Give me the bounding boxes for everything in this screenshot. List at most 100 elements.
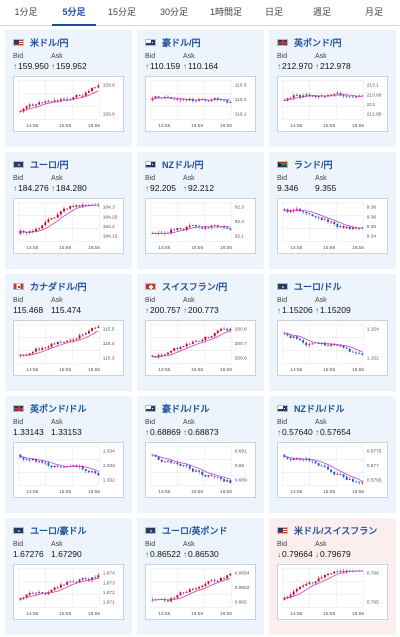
bid-price: ↓0.79664	[277, 549, 313, 559]
rate-card[interactable]: 英ポンド/円 Bid Ask ↑212.970 ↑212.978 213.1 213.00 2…	[269, 30, 396, 147]
candlestick-chart[interactable]: 184.3 184.25 184.2 184.15 14:55 15:55 16:55	[13, 198, 124, 254]
candlestick-chart[interactable]: 1.154 1.152 14:55 15:55 16:55	[277, 320, 388, 376]
rate-card[interactable]: 英ポンド/ドル Bid Ask 1.33143 1.33153 1.334 1.333 1.3…	[5, 396, 132, 513]
currency-pair-name[interactable]: スイスフラン/円	[162, 281, 228, 292]
currency-pair-name[interactable]: ユーロ/ドル	[294, 281, 342, 292]
rate-card[interactable]: ユーロ/英ポンド Bid Ask ↑0.86522 ↑0.86530 0.8654 0.86…	[137, 518, 264, 635]
candlestick-chart[interactable]: 159.8 159.6 14:55 15:55 16:55	[13, 76, 124, 132]
currency-pair-name[interactable]: カナダドル/円	[30, 281, 87, 292]
candle-body	[56, 341, 59, 345]
rate-card[interactable]: NZドル/円 Bid Ask ↑92.205 ↑92.212 92.3 92.2 92.1 14…	[137, 152, 264, 269]
rate-card[interactable]: スイスフラン/円 Bid Ask ↑200.757 ↑200.773 200.8 200.7…	[137, 274, 264, 391]
candlestick-chart[interactable]: 9.38 9.36 9.35 9.34 14:55 15:55 16:55	[277, 198, 388, 254]
candle-body	[314, 215, 317, 217]
candle-body	[207, 100, 210, 102]
currency-pair-title[interactable]: 豪ドル/ドル	[145, 401, 210, 415]
currency-pair-title[interactable]: NZドル/円	[145, 157, 204, 171]
candle-body	[352, 479, 354, 482]
candle-body	[31, 104, 34, 106]
candle-body	[53, 343, 56, 345]
currency-pair-name[interactable]: NZドル/円	[162, 159, 204, 170]
rate-card[interactable]: ランド/円 Bid Ask 9.346 9.355 9.38 9.36 9.35 9.34 14:…	[269, 152, 396, 269]
candlestick-chart[interactable]: 1.674 1.673 1.672 1.671 14:55 15:55 16:55	[13, 564, 124, 620]
rate-card[interactable]: 米ドル/円 Bid Ask ↑159.950 ↑159.952 159.8 159.6 14:…	[5, 30, 132, 147]
candlestick-chart[interactable]: 0.691 0.69 0.689 14:55 15:55 16:55	[145, 442, 256, 498]
candle-body	[220, 477, 222, 480]
candle-body	[283, 100, 286, 101]
tab-1[interactable]: 5分足	[52, 0, 96, 26]
currency-pair-title[interactable]: ユーロ/英ポンド	[145, 523, 228, 537]
currency-pair-title[interactable]: ユーロ/ドル	[277, 279, 342, 293]
y-tick-label: 0.865	[235, 600, 247, 606]
currency-pair-name[interactable]: 米ドル/スイスフラン	[294, 525, 378, 536]
candle-body	[195, 340, 197, 342]
candle-body	[63, 98, 65, 100]
rate-card[interactable]: ユーロ/豪ドル Bid Ask 1.67276 1.67290 1.674 1.673 1.6…	[5, 518, 132, 635]
candlestick-chart[interactable]: 0.5775 0.577 0.5765 14:55 15:55 16:55	[277, 442, 388, 498]
candlestick-chart[interactable]: 115.5 115.4 115.3 14:55 15:55 16:55	[13, 320, 124, 376]
tab-0[interactable]: 1分足	[14, 7, 38, 17]
candlestick-chart[interactable]: 0.8654 0.8652 0.865 14:55 15:55 16:55	[145, 564, 256, 620]
tab-6[interactable]: 週足	[312, 7, 331, 17]
rate-card[interactable]: 豪ドル/ドル Bid Ask ↑0.68869 ↑0.68873 0.691 0.69 0.6…	[137, 396, 264, 513]
tab-4[interactable]: 1時間足	[209, 7, 242, 17]
ask-trend-arrow-icon: ↑	[183, 550, 187, 559]
rate-card[interactable]: ユーロ/ドル Bid Ask ↑1.15206 ↑1.15209 1.154 1.152 14…	[269, 274, 396, 391]
rate-card[interactable]: 米ドル/スイスフラン Bid Ask ↓0.79664 ↓0.79679 0.796 0.7…	[269, 518, 396, 635]
candlestick-chart[interactable]: 0.796 0.795 14:55 15:55 16:55	[277, 564, 388, 620]
currency-pair-title[interactable]: 米ドル/スイスフラン	[277, 523, 377, 537]
currency-pair-name[interactable]: 豪ドル/円	[162, 37, 201, 48]
au-flag-icon	[145, 38, 156, 46]
currency-pair-title[interactable]: ランド/円	[277, 157, 333, 171]
x-tick-label: 16:55	[352, 367, 364, 373]
currency-pair-name[interactable]: 英ポンド/ドル	[30, 403, 87, 414]
currency-pair-title[interactable]: ユーロ/円	[13, 157, 69, 171]
candle-body	[97, 575, 100, 578]
candle-body	[299, 94, 301, 98]
currency-pair-name[interactable]: 豪ドル/ドル	[162, 403, 210, 414]
candlestick-chart[interactable]: 1.334 1.333 1.332 14:55 15:55 16:55	[13, 442, 124, 498]
currency-pair-name[interactable]: NZドル/ドル	[294, 403, 345, 414]
rate-card[interactable]: ユーロ/円 Bid Ask ↑184.276 ↑184.280 184.3 184.25 18…	[5, 152, 132, 269]
currency-pair-title[interactable]: カナダドル/円	[13, 279, 87, 293]
candle-body	[191, 589, 194, 590]
currency-pair-name[interactable]: ユーロ/豪ドル	[30, 525, 87, 536]
currency-pair-title[interactable]: 英ポンド/円	[277, 35, 342, 49]
candlestick-chart[interactable]: 213.1 213.00 213 212.95 14:55 15:55 16:55	[277, 76, 388, 132]
currency-pair-name[interactable]: ランド/円	[294, 159, 333, 170]
currency-pair-title[interactable]: 米ドル/円	[13, 35, 69, 49]
tab-7[interactable]: 月足	[364, 7, 383, 17]
currency-pair-name[interactable]: 英ポンド/円	[294, 37, 342, 48]
candlestick-chart[interactable]: 200.8 200.7 200.6 14:55 15:55 16:55	[145, 320, 256, 376]
x-tick-label: 15:55	[59, 367, 71, 373]
x-tick-label: 15:55	[59, 123, 71, 129]
x-tick-label: 16:55	[352, 123, 364, 129]
x-tick-label: 15:55	[59, 611, 71, 617]
tab-2[interactable]: 15分足	[107, 7, 136, 17]
ask-price: ↑159.952	[51, 61, 87, 71]
candle-body	[151, 98, 154, 101]
currency-pair-name[interactable]: 米ドル/円	[30, 37, 69, 48]
candlestick-chart[interactable]: 110.3 110.2 110.1 14:55 15:55 16:55	[145, 76, 256, 132]
candle-body	[348, 348, 351, 352]
currency-pair-title[interactable]: 豪ドル/円	[145, 35, 201, 49]
rate-card[interactable]: カナダドル/円 Bid Ask 115.468 115.474 115.5 115.4 115…	[5, 274, 132, 391]
currency-pair-name[interactable]: ユーロ/英ポンド	[162, 525, 228, 536]
candle-body	[317, 216, 320, 218]
rate-card[interactable]: NZドル/ドル Bid Ask ↑0.57640 ↑0.57654 0.5775 0.577…	[269, 396, 396, 513]
rate-card[interactable]: 豪ドル/円 Bid Ask ↑110.159 ↑110.164 110.3 110.2 110…	[137, 30, 264, 147]
ask-trend-arrow-icon: ↑	[183, 428, 187, 437]
candlestick-chart[interactable]: 92.3 92.2 92.1 14:55 15:55 16:55	[145, 198, 256, 254]
tab-3[interactable]: 30分足	[159, 7, 188, 17]
candle-body	[94, 577, 97, 579]
candle-body	[339, 93, 342, 96]
candle-body	[308, 344, 311, 346]
currency-pair-title[interactable]: NZドル/ドル	[277, 401, 345, 415]
currency-pair-name[interactable]: ユーロ/円	[30, 159, 69, 170]
tab-5[interactable]: 日足	[264, 7, 283, 17]
currency-pair-title[interactable]: ユーロ/豪ドル	[13, 523, 87, 537]
ask-label: Ask	[51, 541, 63, 548]
candle-body	[50, 589, 53, 593]
currency-pair-title[interactable]: 英ポンド/ドル	[13, 401, 87, 415]
currency-pair-title[interactable]: スイスフラン/円	[145, 279, 227, 293]
